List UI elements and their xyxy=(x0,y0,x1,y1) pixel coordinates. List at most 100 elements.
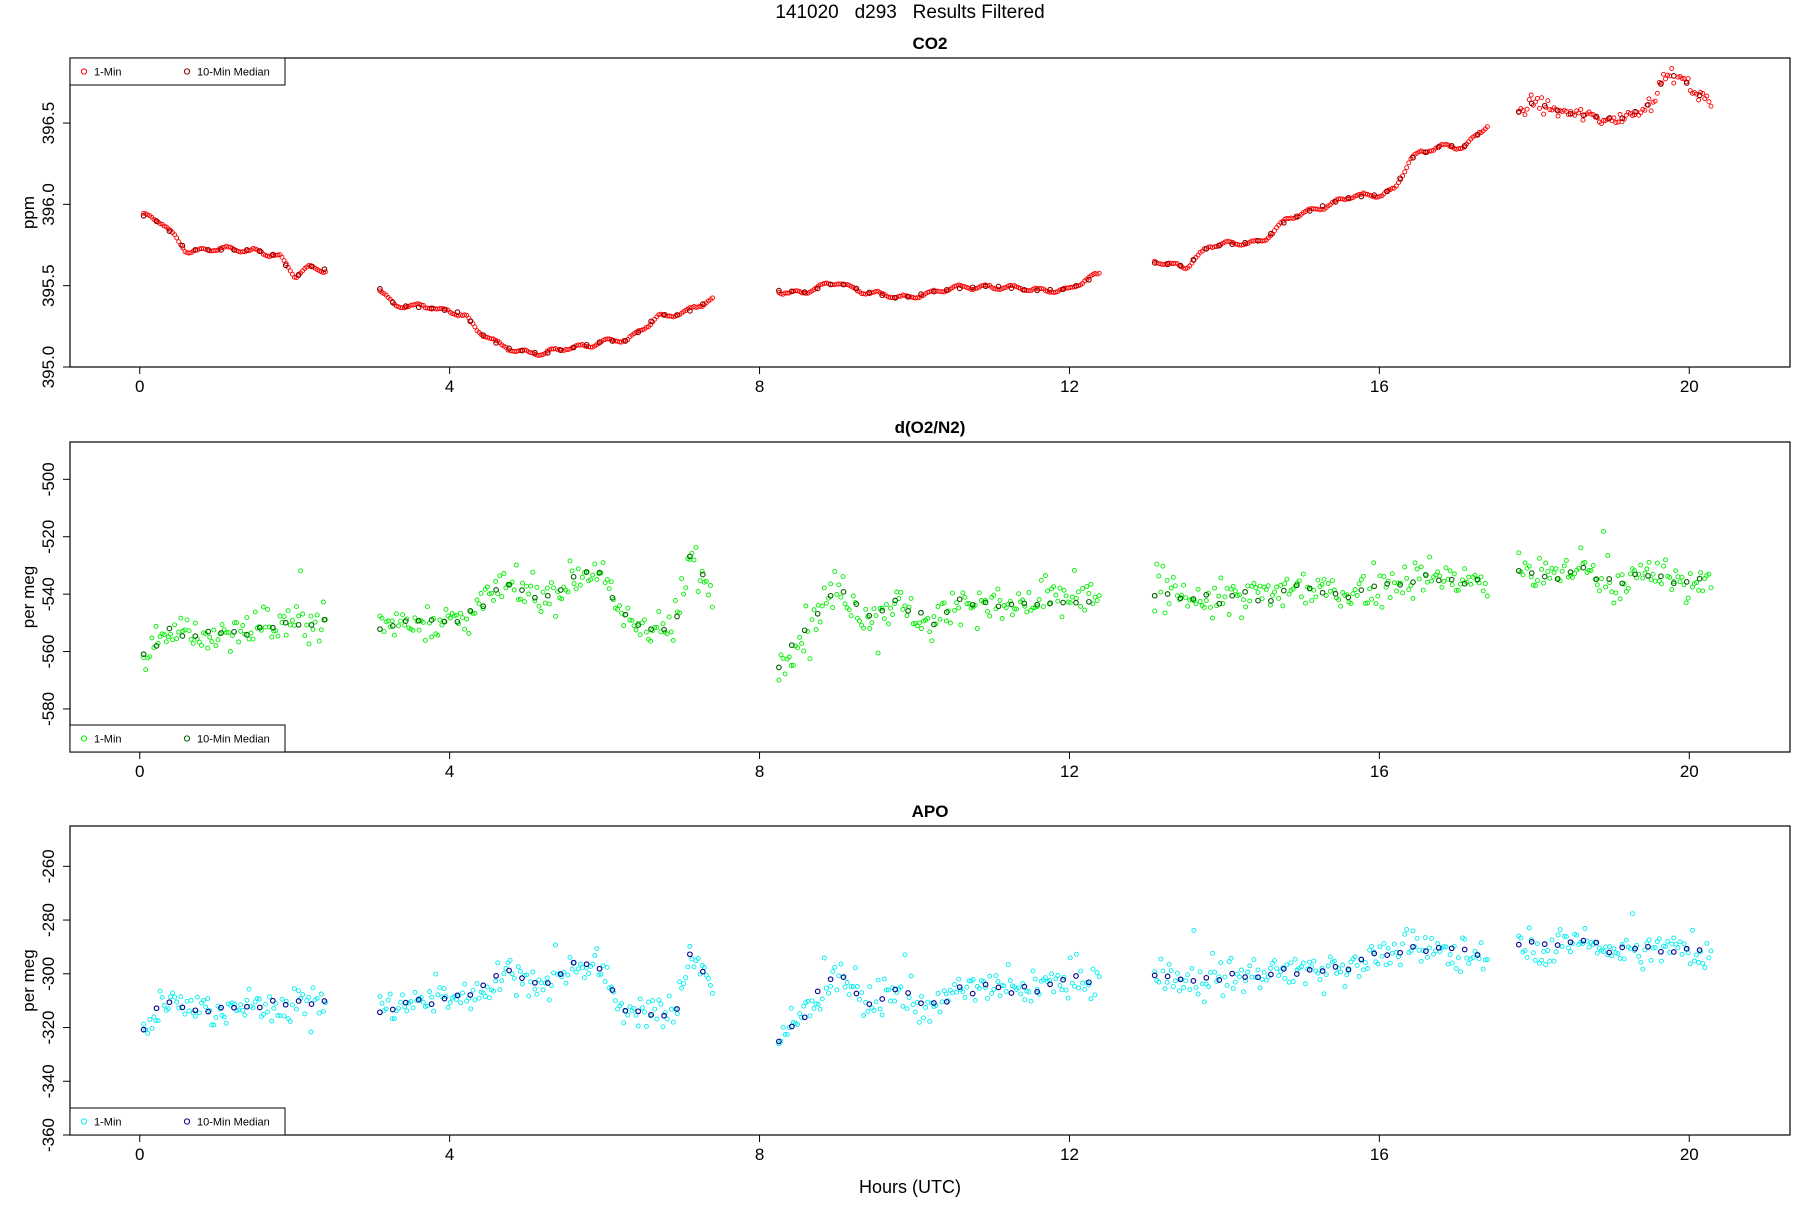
data-point xyxy=(681,591,687,597)
data-point xyxy=(1080,980,1086,986)
data-point xyxy=(304,622,310,628)
data-point xyxy=(1245,583,1251,589)
data-point xyxy=(1652,98,1658,104)
median-point xyxy=(1073,283,1079,289)
data-point xyxy=(1288,960,1294,966)
median-point xyxy=(879,996,886,1002)
data-point xyxy=(186,1008,192,1014)
data-point xyxy=(1696,959,1702,965)
data-point xyxy=(974,626,980,631)
median-point xyxy=(776,664,782,671)
data-point xyxy=(780,655,786,661)
x-tick-label: 4 xyxy=(445,762,454,781)
data-point xyxy=(594,946,600,952)
data-point xyxy=(546,601,552,607)
data-point xyxy=(412,615,418,621)
data-point xyxy=(569,966,575,972)
data-point xyxy=(1166,601,1172,607)
data-point xyxy=(209,1022,215,1028)
data-point xyxy=(803,603,809,609)
data-points xyxy=(140,528,1714,683)
data-point xyxy=(1032,976,1038,982)
data-point xyxy=(1005,962,1011,968)
data-point xyxy=(254,995,260,1001)
median-point xyxy=(609,338,616,344)
data-point xyxy=(283,632,289,638)
median-point xyxy=(995,603,1002,610)
data-point xyxy=(1679,951,1685,957)
data-point xyxy=(1185,972,1191,978)
data-point xyxy=(1228,955,1234,961)
median-point xyxy=(827,592,834,599)
data-point xyxy=(1615,573,1621,579)
median-point xyxy=(1086,979,1092,986)
data-point xyxy=(972,602,978,608)
median-point xyxy=(441,995,448,1002)
data-point xyxy=(1541,580,1547,586)
data-point xyxy=(1611,115,1617,121)
data-point xyxy=(683,585,689,591)
data-point xyxy=(1321,576,1327,582)
data-point xyxy=(141,210,147,216)
data-point xyxy=(1482,957,1488,963)
median-point xyxy=(1034,287,1041,294)
data-point xyxy=(813,627,819,632)
data-point xyxy=(819,996,825,1002)
data-point xyxy=(1478,940,1484,946)
data-point xyxy=(621,1020,627,1026)
data-point xyxy=(861,1013,867,1018)
data-point xyxy=(1445,961,1451,967)
median-point xyxy=(1645,102,1651,108)
data-point xyxy=(1669,941,1675,947)
data-point xyxy=(1578,106,1584,112)
median-point xyxy=(1515,941,1522,948)
x-tick-label: 0 xyxy=(135,1145,144,1164)
median-point xyxy=(1371,950,1378,957)
median-point xyxy=(1670,73,1677,79)
data-point xyxy=(890,612,896,617)
data-point xyxy=(790,662,796,668)
data-point xyxy=(484,584,490,590)
data-point xyxy=(493,578,499,584)
median-point xyxy=(1358,956,1365,963)
data-point xyxy=(296,988,302,994)
data-point xyxy=(429,634,435,640)
x-tick-label: 12 xyxy=(1060,762,1079,781)
data-point xyxy=(462,312,468,318)
data-point xyxy=(1478,574,1484,580)
data-point xyxy=(807,656,813,662)
data-point xyxy=(522,347,527,353)
data-point xyxy=(848,984,854,990)
data-point xyxy=(879,1012,885,1018)
data-point xyxy=(1067,955,1073,961)
data-point xyxy=(1549,565,1555,571)
data-point xyxy=(869,620,875,626)
data-point xyxy=(1625,585,1631,591)
median-point xyxy=(1593,113,1600,120)
data-point xyxy=(1290,979,1296,984)
data-point xyxy=(1063,593,1069,599)
median-point xyxy=(389,623,396,629)
data-point xyxy=(470,987,476,993)
median-point xyxy=(982,599,989,606)
data-point xyxy=(625,605,631,611)
data-point xyxy=(854,984,860,989)
data-point xyxy=(199,642,204,648)
data-point xyxy=(1524,106,1530,112)
median-point xyxy=(661,312,667,318)
data-point xyxy=(650,998,656,1004)
data-point xyxy=(186,628,192,634)
data-point xyxy=(1524,954,1530,960)
data-point xyxy=(451,613,457,619)
data-point xyxy=(1663,557,1668,563)
data-point xyxy=(188,636,194,642)
data-point xyxy=(1034,986,1040,992)
median-point xyxy=(1358,587,1365,593)
data-point xyxy=(573,969,579,975)
data-point xyxy=(1464,955,1470,961)
data-point xyxy=(1042,975,1048,981)
data-point xyxy=(391,1016,397,1022)
median-point xyxy=(1268,230,1274,237)
data-point xyxy=(1650,571,1656,577)
data-point xyxy=(1313,594,1319,600)
